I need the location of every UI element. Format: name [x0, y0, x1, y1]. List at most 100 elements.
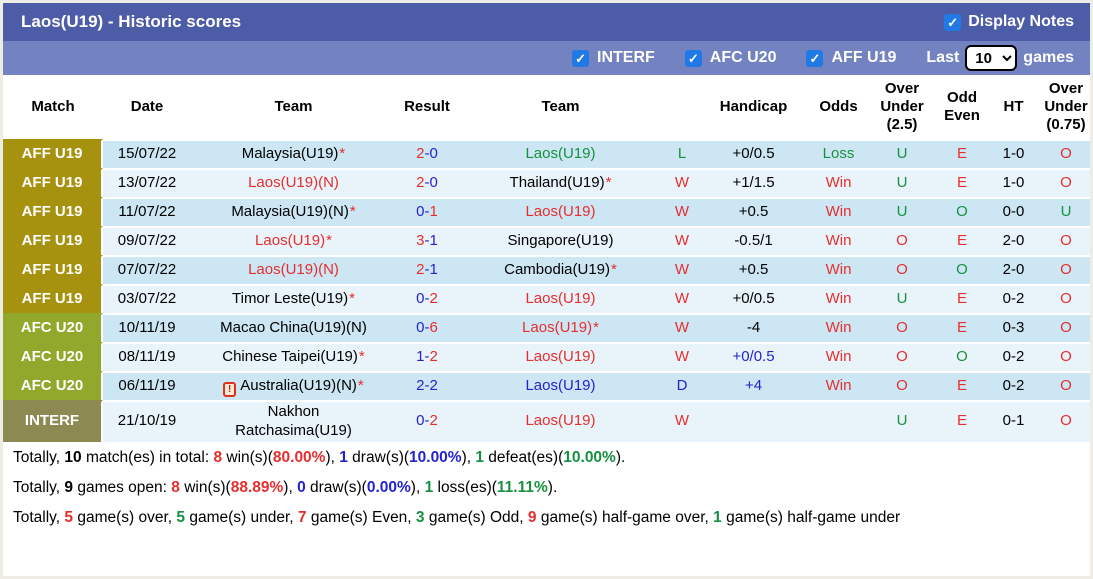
match-competition-badge: INTERF	[3, 400, 103, 442]
score-cell: 1-2	[396, 342, 458, 371]
star-marker: *	[326, 232, 332, 250]
ht-score-cell: 0-0	[991, 197, 1036, 226]
column-header-10: HT	[991, 75, 1036, 139]
table-row: AFC U20 10/11/19 Macao China(U19)(N) 0-6 Lao…	[3, 313, 1090, 342]
last-games-select[interactable]: 10	[965, 45, 1018, 71]
odd-even-cell: O	[933, 197, 991, 226]
table-row: AFF U19 07/07/22 Laos(U19)(N) 2-1 Cambodia(U…	[3, 255, 1090, 284]
table-row: AFC U20 06/11/19! Australia(U19)(N)* 2-2 Lao…	[3, 371, 1090, 400]
odd-even-cell: E	[933, 139, 991, 168]
away-team-name: Singapore(U19)	[507, 232, 614, 250]
summary-line-2: Totally, 9 games open: 8 win(s)(88.89%),…	[13, 478, 558, 496]
over-under-075-cell: O	[1036, 284, 1090, 313]
odds-cell: Win	[806, 284, 871, 313]
filter-checkbox[interactable]: ✓	[684, 49, 702, 67]
ht-score-cell: 2-0	[991, 255, 1036, 284]
home-team-name: Chinese Taipei(U19)	[222, 348, 358, 366]
ht-score-cell: 1-0	[991, 139, 1036, 168]
away-team-name: Laos(U19)	[525, 348, 596, 366]
star-marker: *	[611, 261, 617, 279]
table-row: AFF U19 15/07/22 Malaysia(U19)* 2-0 Laos(U19…	[3, 139, 1090, 168]
over-under-25-cell: U	[871, 400, 933, 442]
away-team-name: Laos(U19)	[525, 377, 596, 395]
filter-checkbox-group: ✓ INTERF	[572, 49, 655, 67]
handicap-cell: +0/0.5	[701, 284, 806, 313]
match-competition-badge: AFF U19	[3, 197, 103, 226]
over-under-075-cell: U	[1036, 197, 1090, 226]
over-under-25-cell: O	[871, 255, 933, 284]
column-header-0: Match	[3, 75, 103, 139]
home-team-name: Laos(U19)(N)	[248, 261, 339, 279]
last-games-group: Last 10 games	[926, 45, 1074, 71]
over-under-25-cell: O	[871, 342, 933, 371]
handicap-cell: +1/1.5	[701, 168, 806, 197]
match-competition-badge: AFF U19	[3, 284, 103, 313]
display-notes-label: Display Notes	[968, 13, 1074, 30]
handicap-cell: +0.5	[701, 197, 806, 226]
ht-score-cell: 0-2	[991, 371, 1036, 400]
date-cell: 13/07/22	[103, 168, 191, 197]
filter-checkbox-group: ✓ AFC U20	[684, 49, 776, 67]
result-letter-cell: L	[663, 139, 701, 168]
away-team-cell: Laos(U19)	[458, 371, 663, 400]
table-row: INTERF 21/10/19 Nakhon Ratchasima(U19) 0-2 L…	[3, 400, 1090, 442]
home-team-cell: Nakhon Ratchasima(U19)	[191, 400, 396, 442]
match-competition-badge: AFF U19	[3, 226, 103, 255]
over-under-25-cell: O	[871, 371, 933, 400]
odds-cell: Win	[806, 226, 871, 255]
score-cell: 0-6	[396, 313, 458, 342]
table-row: AFC U20 08/11/19 Chinese Taipei(U19)* 1-2 La…	[3, 342, 1090, 371]
star-marker: *	[358, 348, 365, 366]
column-header-2: Team	[191, 75, 396, 139]
home-team-name: Macao China(U19)(N)	[220, 319, 367, 337]
home-team-name: Malaysia(U19)(N)	[231, 203, 349, 221]
title-bar: Laos(U19) - Historic scores ✓ Display No…	[3, 3, 1090, 41]
away-team-name: Laos(U19)	[525, 145, 596, 163]
ht-score-cell: 0-1	[991, 400, 1036, 442]
date-cell: 21/10/19	[103, 400, 191, 442]
home-team-cell: Malaysia(U19)*	[191, 139, 396, 168]
home-team-cell: Laos(U19)*	[191, 226, 396, 255]
odds-cell: Win	[806, 313, 871, 342]
star-marker: *	[593, 319, 599, 337]
star-marker: *	[339, 145, 346, 163]
filter-checkbox[interactable]: ✓	[572, 49, 590, 67]
away-team-cell: Laos(U19)	[458, 139, 663, 168]
star-marker: *	[349, 203, 356, 221]
away-team-cell: Thailand(U19)*	[458, 168, 663, 197]
away-team-cell: Cambodia(U19)*	[458, 255, 663, 284]
summary-line-1: Totally, 10 match(es) in total: 8 win(s)…	[13, 448, 626, 466]
page-title: Laos(U19) - Historic scores	[21, 12, 242, 31]
score-cell: 0-2	[396, 284, 458, 313]
table-header-row: Match Date Team Result Team Handicap Odds Over …	[3, 75, 1090, 139]
odd-even-cell: O	[933, 255, 991, 284]
handicap-cell	[701, 400, 806, 442]
display-notes-checkbox[interactable]: ✓	[944, 13, 962, 31]
over-under-25-cell: U	[871, 197, 933, 226]
filter-checkbox[interactable]: ✓	[806, 49, 824, 67]
home-team-cell: Chinese Taipei(U19)*	[191, 342, 396, 371]
match-competition-badge: AFC U20	[3, 313, 103, 342]
odd-even-cell: O	[933, 342, 991, 371]
historic-scores-table: Match Date Team Result Team Handicap Odds Over …	[3, 75, 1090, 442]
date-cell: 03/07/22	[103, 284, 191, 313]
column-header-9: Odd Even	[933, 75, 991, 139]
star-marker: *	[357, 376, 364, 394]
over-under-075-cell: O	[1036, 342, 1090, 371]
games-label: games	[1023, 49, 1074, 66]
ht-score-cell: 0-3	[991, 313, 1036, 342]
over-under-075-cell: O	[1036, 400, 1090, 442]
home-team-cell: ! Australia(U19)(N)*	[191, 371, 396, 400]
filter-checkbox-group: ✓ AFF U19	[806, 49, 896, 67]
table-row: AFF U19 13/07/22 Laos(U19)(N) 2-0 Thailand(U…	[3, 168, 1090, 197]
over-under-075-cell: O	[1036, 371, 1090, 400]
score-cell: 2-2	[396, 371, 458, 400]
score-cell: 0-2	[396, 400, 458, 442]
date-cell: 11/07/22	[103, 197, 191, 226]
date-cell: 15/07/22	[103, 139, 191, 168]
odds-cell: Win	[806, 255, 871, 284]
match-competition-badge: AFF U19	[3, 168, 103, 197]
result-letter-cell: W	[663, 400, 701, 442]
odds-cell: Win	[806, 342, 871, 371]
